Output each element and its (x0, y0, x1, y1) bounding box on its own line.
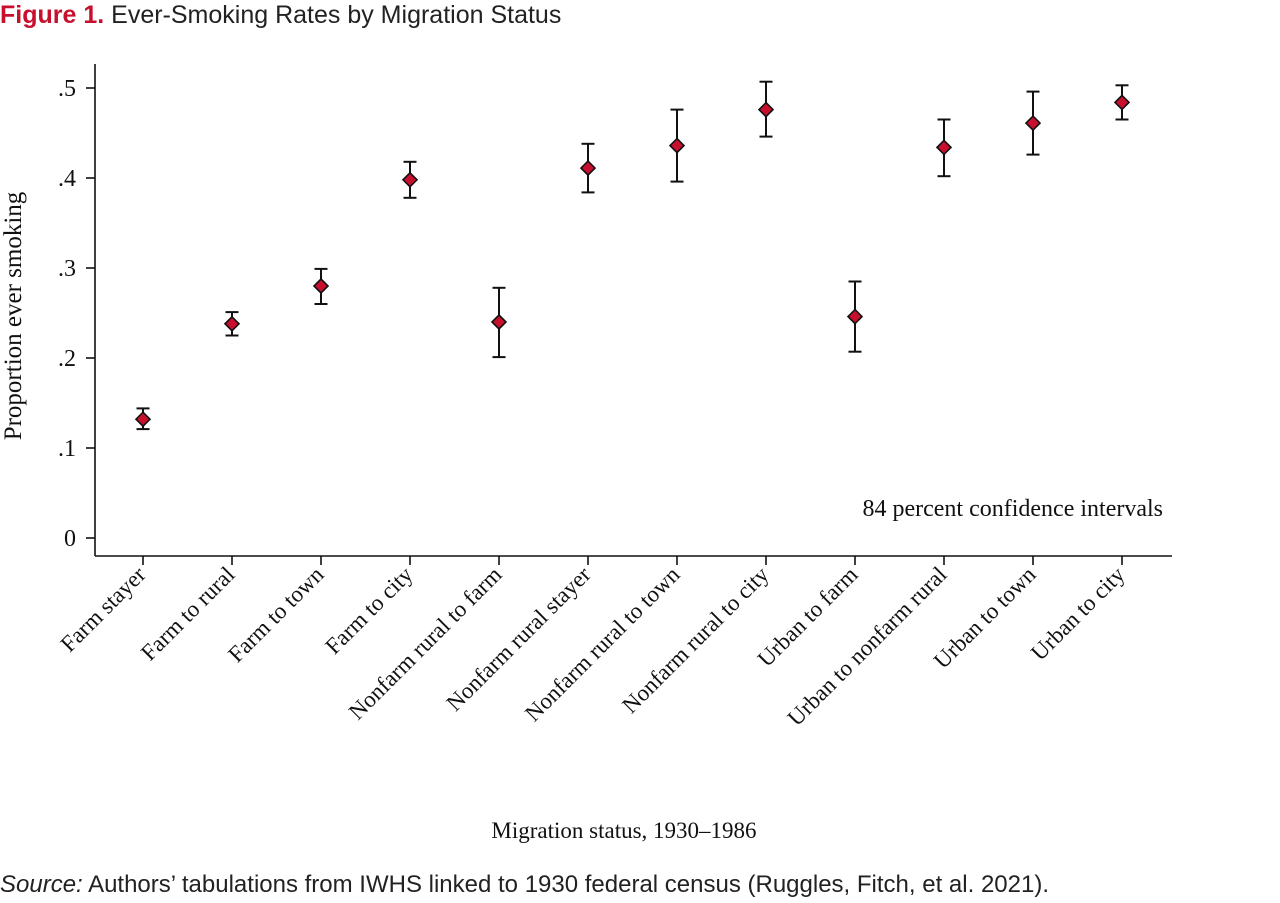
x-tick-label: Farm stayer (56, 562, 151, 657)
y-axis-label: Proportion ever smoking (0, 191, 27, 440)
y-tick-label: .4 (58, 166, 76, 192)
data-point-marker (757, 101, 775, 118)
data-point-marker (134, 411, 152, 428)
y-tick-label: 0 (64, 526, 76, 552)
source-note: Source: Authors’ tabulations from IWHS l… (0, 870, 1049, 900)
data-point-marker (846, 308, 864, 325)
axes (94, 64, 1172, 557)
figure-number: Figure 1. (0, 1, 105, 29)
data-point-marker (579, 159, 597, 177)
data-point-marker (312, 277, 330, 295)
y-tick-label: .1 (58, 436, 76, 462)
x-tick-label: Nonfarm rural to farm (344, 562, 507, 725)
data-point-group (1113, 84, 1131, 121)
data-point-group (1024, 90, 1042, 156)
data-point-group (401, 160, 419, 199)
data-point-group (490, 286, 508, 359)
source-label: Source: (0, 871, 83, 898)
x-tick-label: Nonfarm rural to town (520, 562, 685, 727)
data-point-group (757, 80, 775, 138)
x-tick-label: Farm to town (223, 562, 329, 668)
data-point-marker (1024, 114, 1042, 132)
y-ticks: 0 .1 .2 .3 .4 .5 (58, 76, 95, 552)
figure-title-text: Ever-Smoking Rates by Migration Status (111, 1, 562, 29)
data-point-group (579, 142, 597, 194)
x-tick-label: Urban to nonfarm rural (783, 562, 952, 731)
y-tick-label: .2 (58, 346, 76, 372)
ci-annotation: 84 percent confidence intervals (862, 496, 1163, 522)
source-text: Authors’ tabulations from IWHS linked to… (88, 871, 1049, 898)
figure-title: Figure 1. Ever-Smoking Rates by Migratio… (0, 0, 561, 30)
x-tick-label: Nonfarm rural to city (617, 562, 774, 719)
data-point-group (668, 108, 686, 183)
y-tick-label: .3 (58, 256, 76, 282)
data-point-marker (668, 137, 686, 154)
data-point-group (935, 118, 953, 178)
data-point-marker (223, 315, 241, 332)
data-point-marker (490, 313, 508, 331)
y-tick-label: .5 (58, 76, 76, 102)
x-tick-label: Farm to city (320, 562, 418, 660)
data-point-group (223, 311, 241, 337)
data-point-marker (401, 171, 419, 188)
data-point-marker (1113, 94, 1131, 111)
data-point-marker (935, 139, 953, 156)
data-point-group (312, 267, 330, 305)
chart-marks (134, 80, 1131, 431)
data-point-group (134, 407, 152, 431)
x-axis-label: Migration status, 1930–1986 (491, 818, 756, 843)
data-point-group (846, 280, 864, 353)
x-tick-label: Urban to city (1026, 562, 1130, 666)
